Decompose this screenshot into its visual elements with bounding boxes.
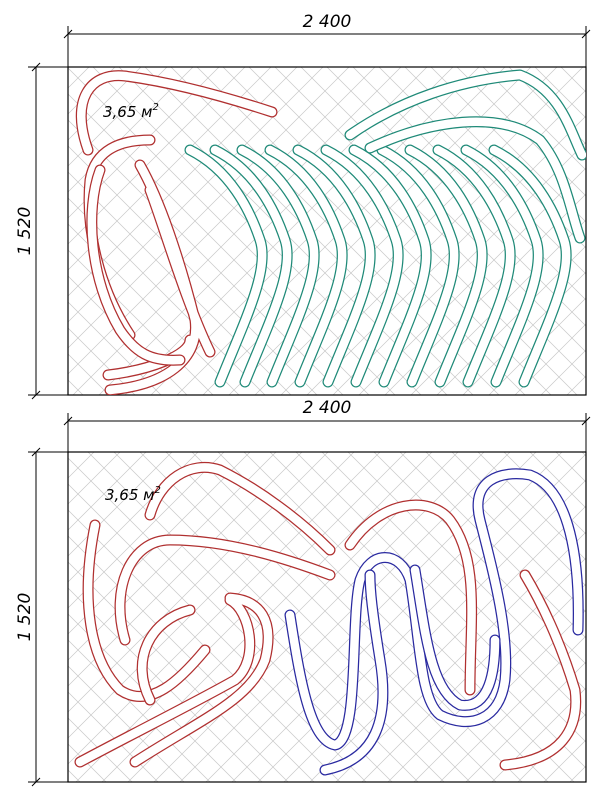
width-label: 2 400: [303, 398, 352, 418]
floor-area-frame: [67, 451, 587, 783]
width-label: 2 400: [303, 12, 352, 32]
pipe-loop-red: [74, 461, 582, 771]
pipe-loop-blue: [284, 468, 584, 776]
height-dimension: 1 520: [15, 62, 68, 400]
area-label: 3,65 м2: [103, 102, 159, 121]
area-label: 3,65 м2: [105, 485, 161, 504]
floor-area-frame: [67, 66, 587, 396]
panel-bottom: 2 400 1 520: [15, 398, 591, 787]
pipe-loop-red: [75, 70, 278, 395]
height-label: 1 520: [15, 593, 35, 642]
width-dimension: 2 400: [63, 12, 591, 67]
height-dimension: 1 520: [15, 447, 68, 787]
height-label: 1 520: [15, 207, 35, 256]
width-dimension: 2 400: [63, 398, 591, 452]
panel-top: 2 400 1 520: [15, 12, 591, 400]
pipe-loop-green: [184, 69, 586, 388]
